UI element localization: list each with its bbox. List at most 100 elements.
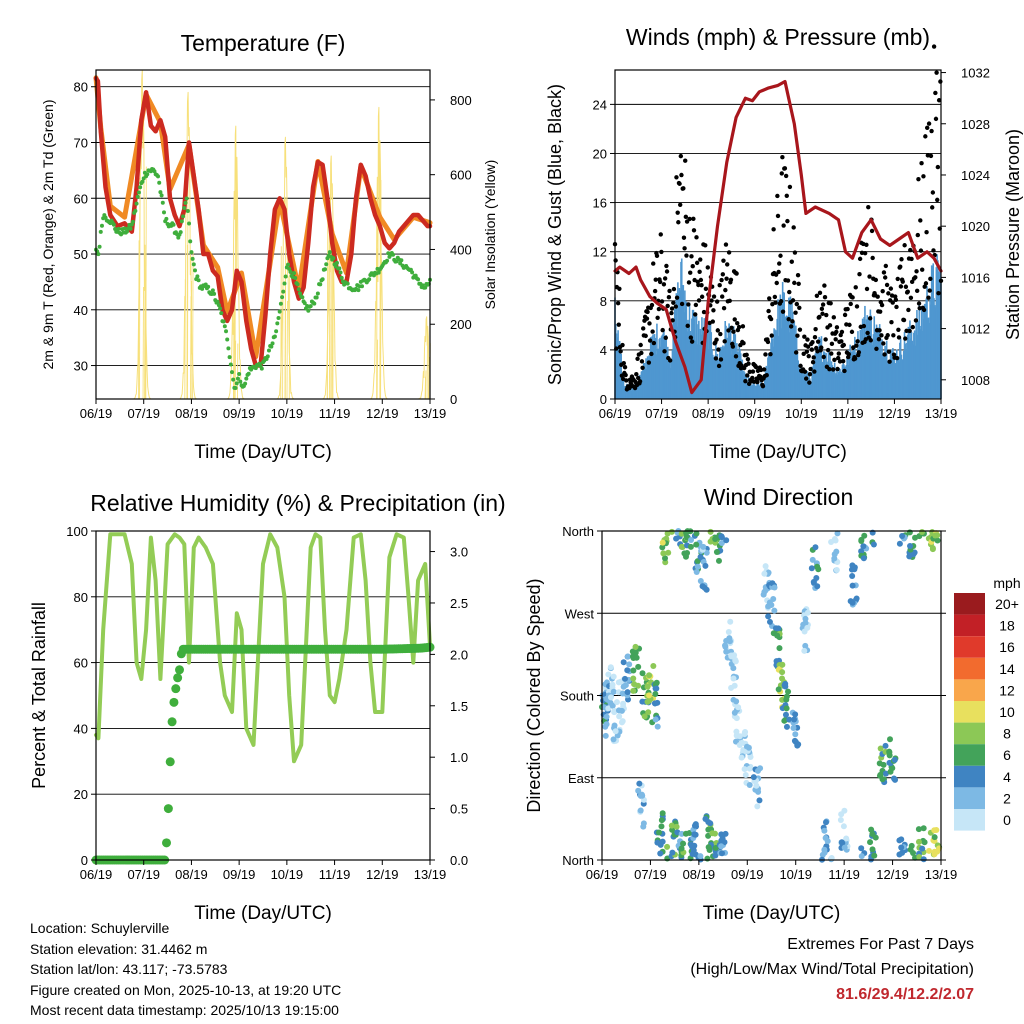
- wind-gust-point: [819, 345, 824, 350]
- wind-gust-point: [811, 355, 816, 360]
- wind-gust-point: [817, 290, 823, 296]
- wind-direction-point: [916, 854, 923, 861]
- wind-gust-point: [926, 121, 932, 126]
- wind-direction-point: [766, 599, 773, 606]
- dewpoint-point: [210, 288, 215, 293]
- wind-gust-point: [782, 166, 788, 171]
- extremes-panel: Extremes For Past 7 Days (High/Low/Max W…: [554, 932, 974, 1007]
- wind-gust-point: [693, 312, 698, 317]
- wind-gust-point: [678, 153, 684, 159]
- dewpoint-point: [157, 180, 162, 185]
- wind-gust-point: [730, 344, 736, 349]
- dewpoint-point: [190, 256, 195, 261]
- wind-gust-point: [884, 282, 890, 288]
- wind-direction-point: [762, 563, 769, 570]
- humidity-y2-tick-label: 1.0: [450, 750, 468, 765]
- temperature-y-tick-label: 30: [74, 359, 88, 374]
- wind-gust-point: [894, 304, 899, 310]
- wind-direction-point: [639, 670, 646, 677]
- wind-direction-point: [654, 839, 661, 846]
- wind-direction-point: [727, 618, 734, 625]
- wind-gust-point: [721, 305, 727, 311]
- dewpoint-point: [266, 348, 271, 353]
- wind-gust-point: [820, 302, 826, 307]
- winds-x-tick-label: 08/19: [692, 406, 725, 421]
- dewpoint-point: [367, 277, 372, 282]
- humidity-y2-tick-label: 2.5: [450, 596, 468, 611]
- wind-direction-point: [722, 642, 729, 649]
- wind-gust-point: [651, 340, 657, 346]
- wind-gust-point: [687, 216, 692, 222]
- wind-direction-point: [738, 754, 745, 761]
- wind-direction-point: [639, 698, 646, 705]
- wind-gust-point: [688, 335, 694, 340]
- wind-gust-point: [671, 286, 677, 292]
- wind-gust-point: [821, 354, 826, 360]
- wind-gust-point: [750, 369, 756, 374]
- dewpoint-point: [122, 226, 127, 231]
- wind-gust-point: [774, 280, 779, 286]
- wind-gust-point: [862, 251, 868, 256]
- wind-direction-point: [605, 671, 612, 678]
- wind-direction-point: [611, 722, 618, 729]
- wind-gust-point: [876, 336, 882, 342]
- wind-direction-point: [697, 578, 704, 585]
- wind-direction-point: [791, 737, 798, 744]
- temperature-y-axis-title: 2m & 9m T (Red, Orange) & 2m Td (Green): [40, 100, 56, 370]
- wind-gust-point: [664, 269, 670, 274]
- dewpoint-point: [200, 286, 205, 291]
- temperature-x-axis-title: Time (Day/UTC): [194, 442, 332, 463]
- wind-direction-point: [899, 533, 906, 540]
- wind-gust-point: [677, 181, 682, 186]
- wind-gust-point: [699, 294, 705, 299]
- wind-direction-point: [697, 553, 704, 560]
- wind-direction-point: [742, 772, 749, 779]
- dewpoint-point: [193, 268, 198, 273]
- wind-direction-point: [723, 648, 730, 655]
- wind_direction-y-tick-label: West: [565, 606, 595, 621]
- wind-gust-point: [669, 310, 674, 316]
- wind-direction-point: [898, 844, 905, 851]
- wind-direction-point: [907, 542, 914, 549]
- temperature-x-tick-label: 11/19: [319, 406, 351, 421]
- wind-gust-point: [714, 299, 720, 304]
- wind-gust-point: [689, 339, 695, 344]
- wind-direction-point: [668, 822, 675, 829]
- wind-gust-point: [693, 302, 699, 308]
- dewpoint-point: [96, 252, 101, 257]
- wind-direction-point: [919, 845, 926, 852]
- wind-direction-point: [801, 647, 808, 654]
- wind-direction-point: [931, 827, 938, 834]
- wind-gust-point: [852, 356, 858, 361]
- wind-direction-point: [921, 839, 928, 846]
- dewpoint-point: [226, 346, 231, 351]
- wind-gust-point: [667, 358, 673, 363]
- humidity-x-tick-label: 11/19: [319, 867, 351, 882]
- wind-gust-point: [772, 294, 778, 300]
- humidity-title: Relative Humidity (%) & Precipitation (i…: [90, 490, 505, 516]
- wind-direction-point: [926, 847, 933, 854]
- wind-direction-point: [896, 851, 903, 858]
- wind-gust-point: [645, 309, 650, 315]
- wind-direction-point: [779, 669, 786, 676]
- dewpoint-point: [161, 210, 166, 215]
- wind-gust-point: [745, 373, 750, 378]
- temperature-y-tick-label: 80: [74, 80, 88, 95]
- wind-direction-point: [624, 653, 631, 660]
- wind-gust-point: [734, 271, 739, 276]
- humidity-x-tick-label: 07/19: [127, 867, 160, 882]
- wind-gust-point: [620, 342, 625, 348]
- dewpoint-point: [116, 226, 121, 231]
- winds-y2-tick-label: 1008: [961, 373, 990, 388]
- dewpoint-point: [237, 371, 242, 376]
- wind-direction-point: [613, 699, 620, 706]
- wind-gust-point: [827, 323, 833, 328]
- wind-direction-point: [678, 830, 685, 837]
- wind-direction-point: [626, 661, 633, 668]
- wind-direction-point: [655, 829, 662, 836]
- wind-direction-point: [730, 675, 737, 682]
- wind-gust-point: [883, 263, 889, 269]
- wind-direction-point: [761, 570, 768, 577]
- wind-gust-point: [824, 312, 829, 318]
- wind-direction-point: [678, 845, 685, 852]
